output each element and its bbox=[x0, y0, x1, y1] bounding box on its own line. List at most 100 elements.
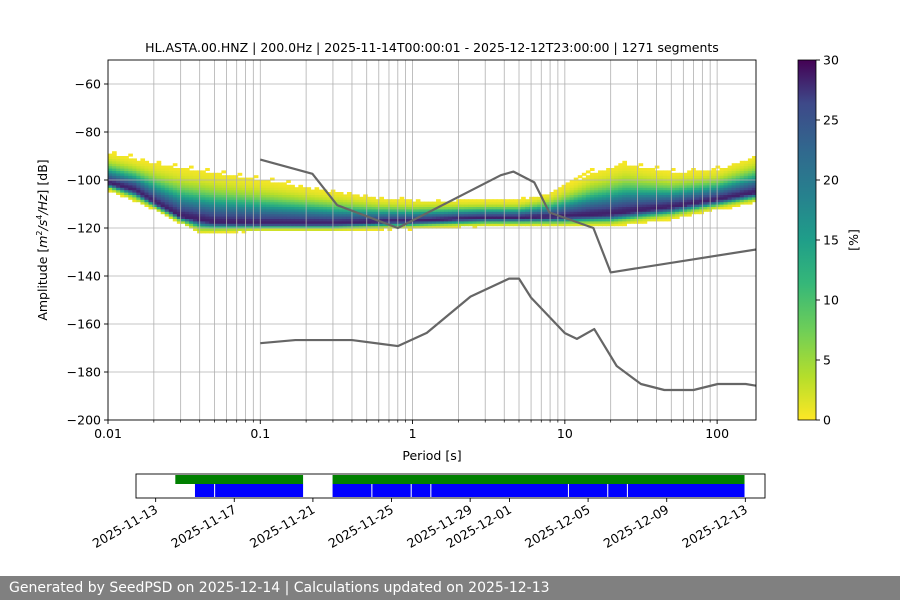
heatmap-cell bbox=[282, 196, 287, 200]
heatmap-cell bbox=[290, 194, 295, 198]
heatmap-cell bbox=[176, 189, 182, 193]
heatmap-cell bbox=[124, 170, 129, 174]
heatmap-cell bbox=[237, 187, 243, 191]
heatmap-cell bbox=[666, 170, 672, 174]
heatmap-cell bbox=[427, 216, 433, 219]
heatmap-cell bbox=[606, 192, 611, 195]
heatmap-cell bbox=[630, 216, 636, 219]
heatmap-cell bbox=[598, 208, 603, 212]
heatmap-cell bbox=[371, 228, 376, 231]
heatmap-cell bbox=[274, 211, 279, 215]
heatmap-cell bbox=[189, 216, 194, 219]
heatmap-cell bbox=[160, 165, 166, 169]
heatmap-cell bbox=[318, 208, 324, 212]
heatmap-cell bbox=[237, 177, 243, 181]
heatmap-cell bbox=[326, 206, 332, 210]
heatmap-cell bbox=[541, 216, 546, 219]
heatmap-cell bbox=[270, 211, 275, 215]
heatmap-cell bbox=[193, 228, 198, 231]
heatmap-cell bbox=[683, 172, 688, 176]
heatmap-cell bbox=[606, 172, 611, 176]
heatmap-cell bbox=[687, 211, 692, 215]
heatmap-cell bbox=[521, 199, 526, 203]
heatmap-cell bbox=[140, 180, 146, 183]
heatmap-cell bbox=[310, 220, 316, 224]
heatmap-cell bbox=[529, 196, 534, 200]
heatmap-cell bbox=[334, 225, 340, 229]
heatmap-cell bbox=[626, 213, 632, 217]
heatmap-cell bbox=[589, 184, 595, 188]
heatmap-cell bbox=[602, 201, 607, 205]
heatmap-cell bbox=[298, 213, 303, 217]
heatmap-cell bbox=[168, 199, 174, 203]
heatmap-cell bbox=[747, 175, 753, 179]
heatmap-cell bbox=[168, 177, 174, 181]
heatmap-cell bbox=[687, 213, 692, 217]
heatmap-cell bbox=[379, 223, 384, 227]
heatmap-cell bbox=[205, 177, 210, 181]
heatmap-cell bbox=[464, 208, 470, 212]
heatmap-cell bbox=[703, 192, 708, 195]
heatmap-cell bbox=[569, 180, 575, 183]
heatmap-cell bbox=[387, 206, 393, 210]
heatmap-cell bbox=[270, 216, 275, 219]
heatmap-cell bbox=[359, 216, 364, 219]
heatmap-cell bbox=[727, 201, 733, 205]
heatmap-cell bbox=[747, 187, 753, 191]
heatmap-cell bbox=[626, 204, 632, 207]
heatmap-cell bbox=[739, 187, 745, 191]
heatmap-cell bbox=[508, 204, 514, 207]
heatmap-cell bbox=[225, 194, 231, 198]
heatmap-cell bbox=[488, 201, 494, 205]
heatmap-cell bbox=[290, 225, 295, 229]
heatmap-cell bbox=[569, 187, 575, 191]
heatmap-cell bbox=[614, 201, 619, 205]
heatmap-cell bbox=[448, 204, 453, 207]
heatmap-cell bbox=[496, 208, 502, 212]
heatmap-cell bbox=[209, 177, 214, 181]
heatmap-cell bbox=[537, 220, 542, 224]
heatmap-cell bbox=[537, 218, 542, 222]
heatmap-cell bbox=[642, 180, 648, 183]
heatmap-cell bbox=[148, 163, 154, 167]
heatmap-cell bbox=[346, 211, 352, 215]
heatmap-cell bbox=[711, 192, 717, 195]
heatmap-cell bbox=[606, 206, 611, 210]
heatmap-cell bbox=[351, 194, 356, 198]
heatmap-cell bbox=[699, 170, 704, 174]
heatmap-cell bbox=[132, 172, 137, 176]
heatmap-cell bbox=[193, 196, 198, 200]
heatmap-cell bbox=[646, 216, 652, 219]
heatmap-cell bbox=[670, 194, 676, 198]
heatmap-cell bbox=[569, 220, 575, 224]
heatmap-cell bbox=[699, 192, 704, 195]
heatmap-cell bbox=[646, 211, 652, 215]
heatmap-cell bbox=[460, 201, 465, 205]
heatmap-cell bbox=[634, 213, 640, 217]
heatmap-cell bbox=[387, 204, 393, 207]
heatmap-cell bbox=[683, 213, 688, 217]
heatmap-cell bbox=[751, 172, 756, 176]
heatmap-cell bbox=[282, 189, 287, 193]
heatmap-cell bbox=[265, 216, 271, 219]
heatmap-cell bbox=[229, 211, 235, 215]
heatmap-cell bbox=[278, 184, 283, 188]
x-tick-label: 100 bbox=[705, 426, 729, 441]
heatmap-cell bbox=[318, 220, 324, 224]
heatmap-cell bbox=[229, 180, 235, 183]
heatmap-cell bbox=[346, 220, 352, 224]
heatmap-cell bbox=[598, 206, 603, 210]
heatmap-cell bbox=[687, 184, 692, 188]
heatmap-cell bbox=[172, 168, 178, 171]
heatmap-cell bbox=[739, 194, 745, 198]
heatmap-cell bbox=[654, 189, 660, 193]
heatmap-cell bbox=[213, 184, 218, 188]
heatmap-cell bbox=[630, 218, 636, 222]
heatmap-cell bbox=[602, 182, 607, 186]
heatmap-cell bbox=[638, 168, 644, 171]
heatmap-cell bbox=[561, 194, 567, 198]
heatmap-cell bbox=[719, 180, 725, 183]
heatmap-cell bbox=[164, 199, 170, 203]
heatmap-cell bbox=[156, 170, 162, 174]
heatmap-cell bbox=[241, 223, 247, 227]
